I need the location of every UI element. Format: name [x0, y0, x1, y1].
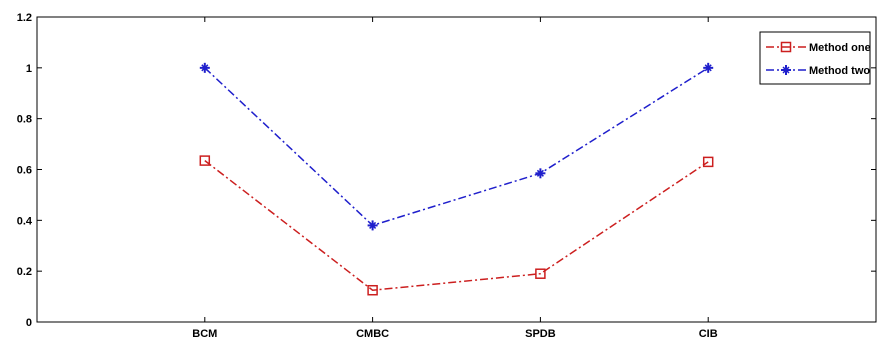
legend-box [759, 31, 871, 85]
y-tick-label: 1.2 [17, 12, 32, 24]
data-point [703, 62, 714, 73]
series-layer [199, 62, 714, 296]
plot-area [36, 16, 877, 323]
legend-entry-method-one: Method one [766, 41, 871, 54]
data-point [535, 168, 546, 179]
y-tick-label: 0.6 [17, 165, 32, 177]
y-axis: 0 0.2 0.4 0.6 0.8 1 1.2 [17, 12, 876, 329]
legend-label-method-one: Method one [809, 42, 871, 54]
legend-star-shape [781, 65, 791, 75]
legend-entry-method-two: Method two [766, 65, 870, 77]
data-point [199, 155, 211, 166]
legend-label-method-two: Method two [809, 65, 870, 77]
legend: Method one Method two [759, 31, 871, 85]
series-line-1 [204, 160, 709, 292]
x-tick-label: BCM [192, 328, 217, 340]
data-point [702, 156, 714, 168]
legend-marker-method-one [780, 41, 792, 53]
x-tick-label: CMBC [356, 328, 389, 340]
x-tick-label: SPDB [525, 328, 556, 340]
x-tick-label: CIB [699, 328, 718, 340]
y-tick-label: 0 [26, 317, 32, 329]
y-tick-label: 0.2 [17, 266, 32, 278]
legend-marker-method-two [781, 65, 791, 75]
data-point [199, 62, 210, 73]
series-line-2 [204, 67, 709, 227]
x-axis: BCM CMBC SPDB CIB [192, 17, 718, 340]
data-point [535, 268, 546, 279]
data-point [367, 220, 378, 231]
y-tick-label: 1 [26, 63, 32, 75]
data-point [367, 284, 378, 296]
y-tick-label: 0.4 [17, 215, 33, 227]
y-tick-label: 0.8 [17, 114, 32, 126]
